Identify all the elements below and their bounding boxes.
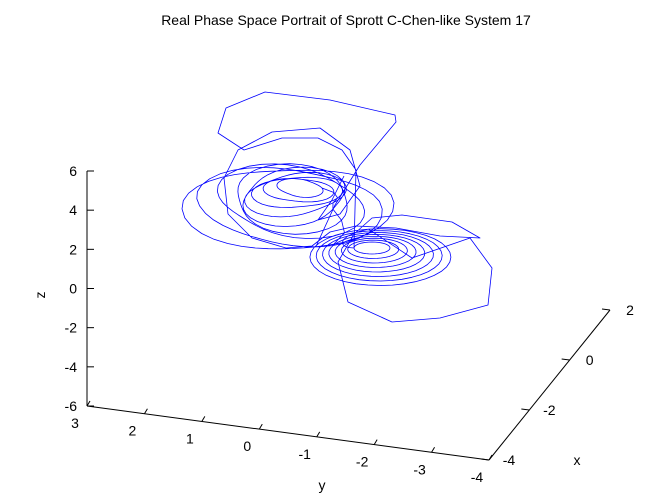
y-tick-label: 2 — [129, 423, 137, 439]
z-tick-label: 2 — [69, 241, 77, 257]
y-tick-label: 0 — [243, 438, 251, 454]
x-tick-label: -4 — [503, 452, 516, 468]
x-tick-label: 0 — [586, 352, 594, 368]
chart-title: Real Phase Space Portrait of Sprott C-Ch… — [161, 12, 531, 28]
y-tick-label: -2 — [356, 454, 369, 470]
x-axis-label: x — [574, 452, 581, 468]
y-tick-label: -3 — [413, 461, 426, 477]
z-tick-label: -4 — [65, 359, 78, 375]
x-tick-label: 2 — [626, 302, 634, 318]
x-tick-label: -2 — [543, 402, 556, 418]
y-axis-label: y — [319, 477, 326, 493]
y-tick-label: -1 — [298, 446, 311, 462]
y-tick-label: 1 — [186, 430, 194, 446]
z-axis-label: z — [32, 292, 48, 299]
z-tick-label: 4 — [69, 202, 77, 218]
y-tick-label: -4 — [471, 469, 484, 485]
z-tick-label: 6 — [69, 163, 77, 179]
z-tick-label: -6 — [65, 398, 78, 414]
y-tick-label: 3 — [71, 415, 79, 431]
z-tick-label: 0 — [69, 281, 77, 297]
z-tick-label: -2 — [65, 320, 78, 336]
